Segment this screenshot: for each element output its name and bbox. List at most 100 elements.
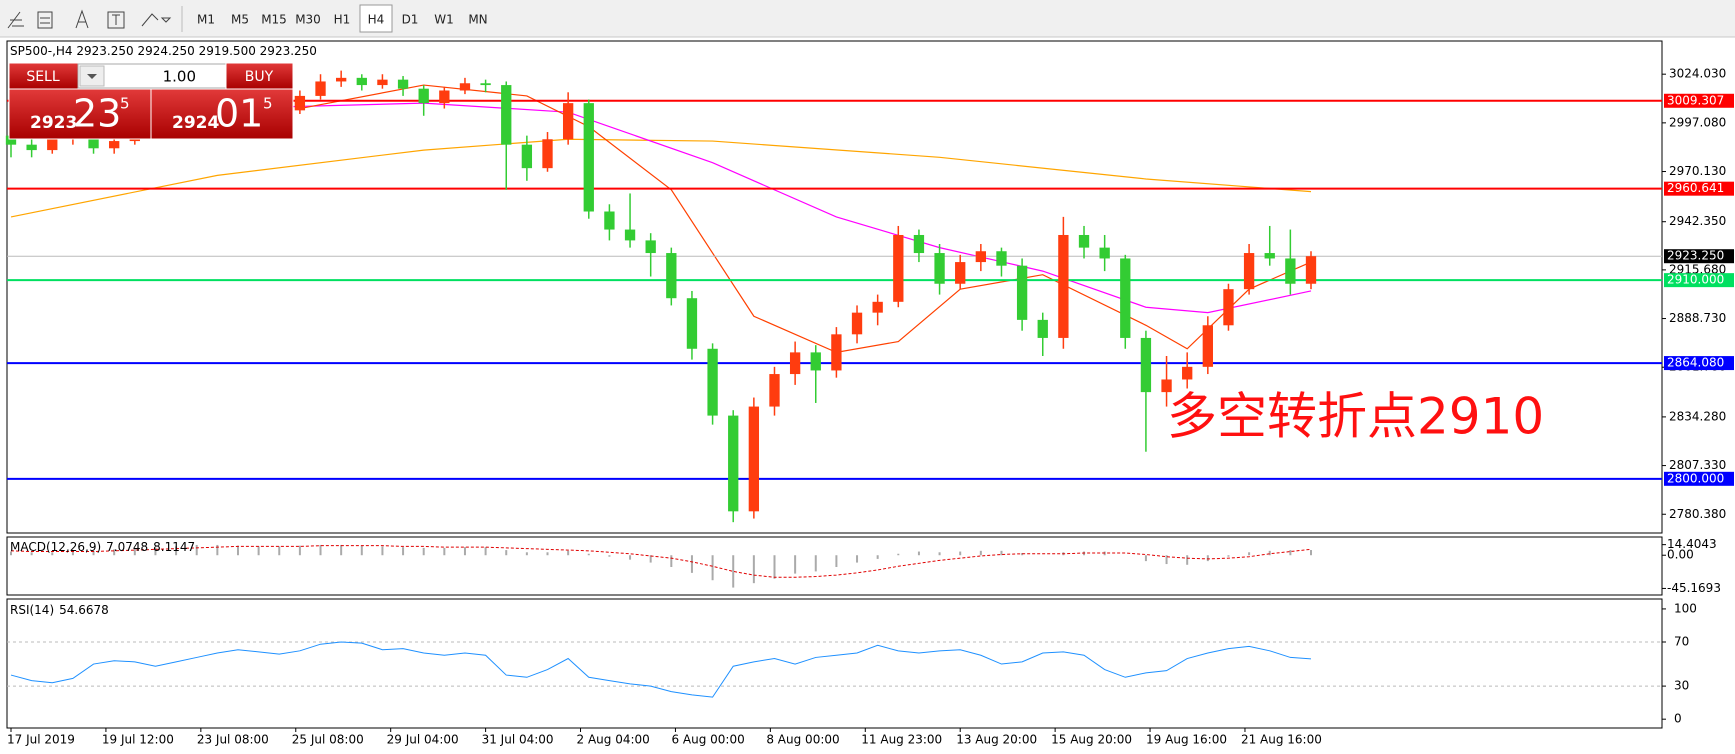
candle-body xyxy=(5,135,17,145)
moving-average xyxy=(10,138,1312,218)
bid-big: 2923 xyxy=(30,113,77,133)
y-tick-label: 2915.680 xyxy=(1669,262,1726,276)
candle-body xyxy=(1161,379,1172,393)
tool-icon[interactable] xyxy=(141,13,172,27)
rsi-panel xyxy=(6,598,1663,729)
y-tick-label: 3024.030 xyxy=(1669,67,1726,81)
spinner-arrow xyxy=(87,74,97,79)
tool-icon[interactable] xyxy=(107,11,125,29)
x-tick-label: 25 Jul 08:00 xyxy=(292,733,364,747)
candle-body xyxy=(893,234,904,302)
chart-header: SP500-,H4 2923.250 2924.250 2919.500 292… xyxy=(10,44,317,58)
symbol: SP500-,H4 xyxy=(10,44,73,58)
candle-body xyxy=(645,240,656,254)
candle-body xyxy=(604,211,615,230)
high: 2924.250 xyxy=(137,44,194,58)
macd-main: 7.0748 xyxy=(106,540,148,554)
sell-label: SELL xyxy=(26,69,60,85)
ask-big: 2924 xyxy=(172,113,219,133)
candle-body xyxy=(769,374,780,407)
bid-pips: 23 xyxy=(73,92,121,136)
candle-body xyxy=(1243,253,1255,290)
y-tick-label: 2807.330 xyxy=(1669,458,1726,472)
x-tick-label: 15 Aug 20:00 xyxy=(1051,733,1132,747)
low: 2919.500 xyxy=(199,44,256,58)
level-label: 2800.000 xyxy=(1667,471,1724,485)
timeframe-label: H1 xyxy=(334,13,351,27)
candle-body xyxy=(397,79,409,89)
x-tick-label: 2 Aug 04:00 xyxy=(577,733,650,747)
buy-label: BUY xyxy=(245,69,274,85)
x-tick-label: 6 Aug 00:00 xyxy=(671,733,744,747)
candle-body xyxy=(975,251,986,263)
timeframe-label: M30 xyxy=(295,13,321,27)
candle-body xyxy=(748,406,760,512)
plot: 3024.030 2997.080 2970.130 2942.350 2915.680… xyxy=(5,67,1734,747)
tool-icon[interactable] xyxy=(75,9,89,29)
level-label: 3009.307 xyxy=(1667,93,1724,107)
timeframe-button[interactable] xyxy=(359,4,393,33)
timeframe-bar: M1 M5 M15 M30 H1 H4 D1 W1 MN xyxy=(197,4,488,33)
moving-average xyxy=(217,102,1312,314)
candle-body xyxy=(294,95,306,111)
rsi-header: RSI(14) 54.6678 xyxy=(10,603,109,617)
ask-price[interactable] xyxy=(150,88,294,140)
one-click-trading: SELL 1.00 BUY 2923 23 5 2924 01 5 xyxy=(8,62,294,140)
candle-body xyxy=(356,77,367,86)
y-tick-label: 2888.730 xyxy=(1669,311,1726,325)
sell-button[interactable] xyxy=(8,62,79,90)
candle-body xyxy=(542,139,553,169)
candle-body xyxy=(1182,366,1193,380)
candle-body xyxy=(418,88,429,104)
y-tick-label: 2970.130 xyxy=(1669,164,1726,178)
candle-body xyxy=(1264,253,1275,259)
open: 2923.250 xyxy=(76,44,133,58)
candle-body xyxy=(872,301,883,313)
timeframe-label: MN xyxy=(468,13,487,27)
x-tick-label: 11 Aug 23:00 xyxy=(861,733,942,747)
main-panel xyxy=(6,40,1663,534)
level-label: 2864.080 xyxy=(1667,356,1724,370)
candle-body xyxy=(459,83,471,91)
y-tick-label: 70 xyxy=(1674,635,1689,649)
close: 2923.250 xyxy=(260,44,317,58)
candle-body xyxy=(1202,325,1213,367)
rsi-line xyxy=(10,641,1312,698)
level-label-box xyxy=(1664,249,1734,264)
tool-icon[interactable] xyxy=(37,11,53,29)
ask-fraction: 5 xyxy=(263,95,273,113)
timeframe-label: M5 xyxy=(231,13,249,27)
timeframe-label: M1 xyxy=(197,13,215,27)
y-tick-label: 2780.380 xyxy=(1669,507,1726,521)
level-label: 2910.000 xyxy=(1667,273,1724,287)
x-tick-label: 19 Aug 16:00 xyxy=(1146,733,1227,747)
candle-body xyxy=(1140,337,1152,393)
level-label: 2923.250 xyxy=(1667,249,1724,263)
x-tick-label: 21 Aug 16:00 xyxy=(1241,733,1322,747)
candle-body xyxy=(1058,234,1069,338)
candle-body xyxy=(1305,256,1317,284)
candle-body xyxy=(934,253,945,284)
candle-body xyxy=(707,348,718,416)
candle-body xyxy=(583,103,594,212)
macd-panel xyxy=(6,536,1663,596)
candle-body xyxy=(1099,247,1110,259)
level-label: 2960.641 xyxy=(1667,181,1724,195)
level-label-box xyxy=(1664,273,1734,288)
tool-icon[interactable] xyxy=(7,11,24,29)
candle-body xyxy=(851,312,863,335)
bid-price[interactable] xyxy=(8,88,152,140)
rsi-value: 54.6678 xyxy=(59,603,109,617)
candle-body xyxy=(521,144,533,169)
lots-value: 1.00 xyxy=(163,68,196,86)
macd-header: MACD(12,26,9) 7.0748 8.1147 xyxy=(10,540,195,554)
candle-body xyxy=(789,352,801,375)
y-tick-label: 30 xyxy=(1674,679,1689,693)
candle-body xyxy=(831,334,842,371)
candle-body xyxy=(913,234,925,254)
x-tick-label: 13 Aug 20:00 xyxy=(956,733,1037,747)
candle-body xyxy=(1285,258,1296,284)
buy-button[interactable] xyxy=(225,62,294,90)
timeframe-label: H4 xyxy=(368,13,385,27)
